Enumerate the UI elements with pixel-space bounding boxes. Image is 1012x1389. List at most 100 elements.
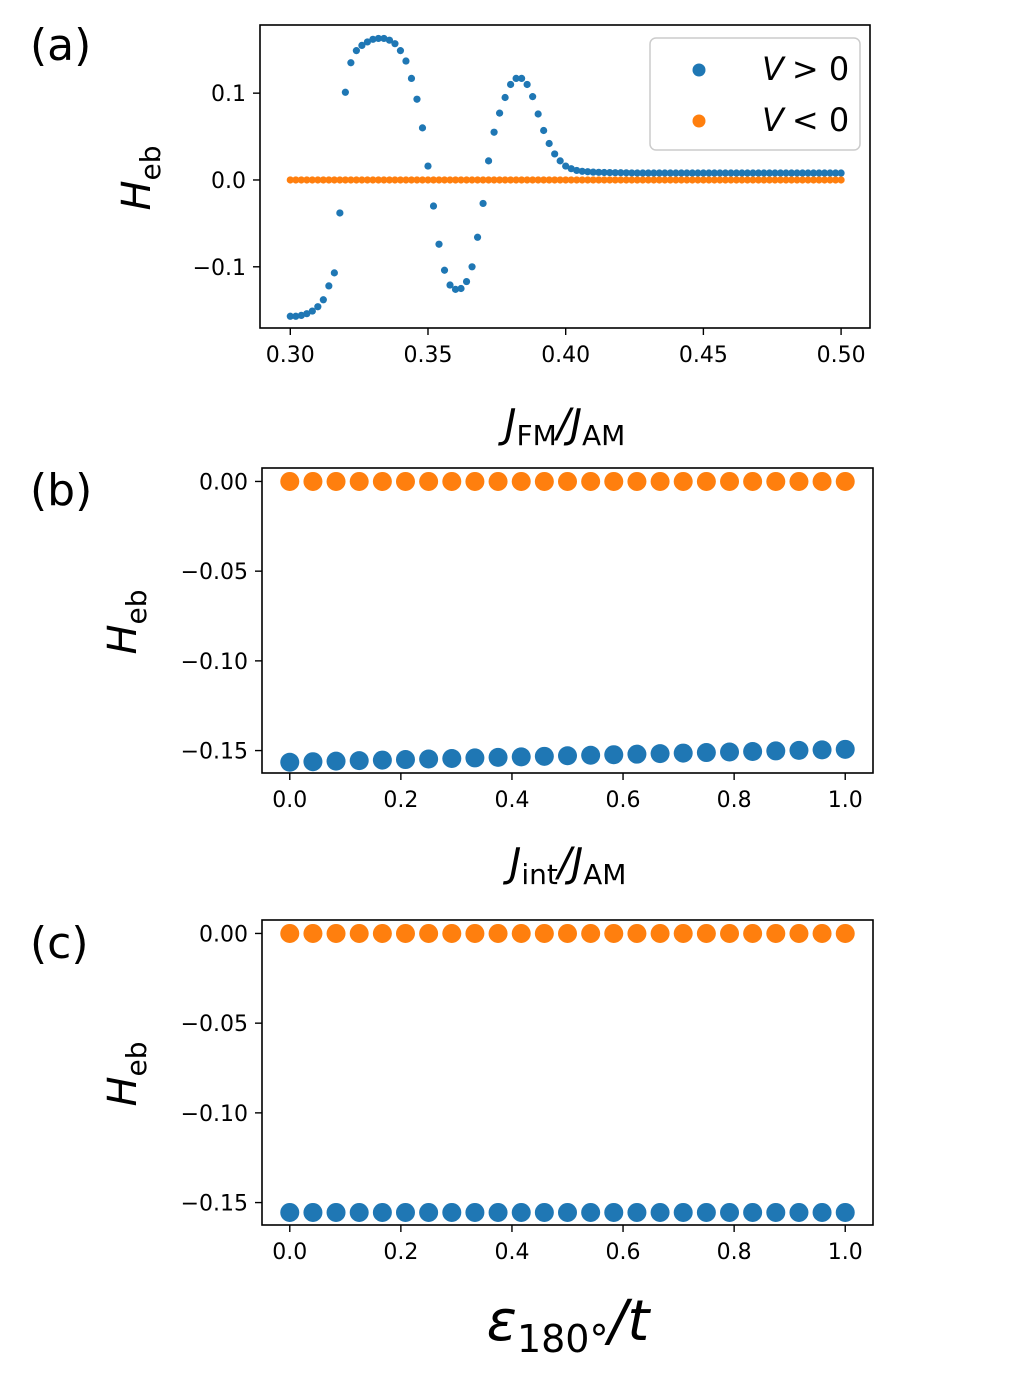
panel-b-point-v-neg — [326, 471, 346, 491]
panel-a-point-v-pos — [595, 168, 603, 176]
panel-a-point-v-neg — [721, 176, 730, 184]
panel-a-point-v-neg — [699, 176, 707, 184]
panel-c-xtick-label: 1.0 — [828, 1240, 863, 1265]
legend: V > 0 V < 0 — [649, 37, 861, 151]
panel-a-point-v-pos — [556, 157, 564, 165]
panel-a-point-v-pos — [385, 36, 394, 44]
panel-a-point-v-pos — [518, 74, 526, 82]
panel-a-point-v-pos — [809, 169, 818, 177]
panel-a-point-v-pos — [330, 269, 338, 277]
panel-a-point-v-neg — [677, 176, 685, 184]
panel-a-point-v-pos — [694, 169, 702, 177]
panel-a-point-v-neg — [705, 176, 713, 184]
panel-a-point-v-neg — [330, 176, 338, 184]
panel-a-point-v-pos — [617, 169, 625, 177]
panel-c-point-v-pos — [326, 1202, 346, 1222]
panel-b-xtick-label: 1.0 — [828, 788, 863, 813]
panel-c-point-v-pos — [743, 1202, 763, 1222]
panel-b-ticks: 0.0 0.2 0.4 0.6 0.8 1.0 0.00 −0.05 −0.10 −0.15 — [181, 470, 863, 813]
panel-a-point-v-neg — [347, 176, 355, 184]
panel-a-point-v-pos — [325, 282, 333, 290]
panel-a-ytick-label: 0.0 — [211, 169, 246, 194]
panel-c-xlabel: ε180°/t — [487, 1289, 652, 1361]
panel-a-point-v-pos — [347, 59, 355, 67]
panel-a-point-v-neg — [578, 176, 586, 184]
panel-c-point-v-neg — [696, 923, 716, 943]
panel-a-point-v-neg — [633, 176, 641, 184]
panel-c-point-v-pos — [511, 1202, 531, 1222]
panel-a-point-v-pos — [738, 169, 746, 177]
panel-b-point-v-pos — [720, 742, 740, 762]
panel-b-point-v-pos — [488, 747, 508, 767]
panel-a-point-v-neg — [385, 176, 394, 184]
panel-a-point-v-neg — [424, 176, 432, 184]
panel-a-point-v-pos — [672, 169, 680, 177]
panel-a-point-v-neg — [402, 176, 410, 184]
panel-b-point-v-pos — [743, 741, 763, 761]
panel-a-xlabel: JFM/JAM — [498, 401, 626, 452]
panel-b-label: (b) — [30, 465, 92, 516]
panel-a-point-v-neg — [573, 176, 581, 184]
panel-a-point-v-pos — [529, 93, 537, 101]
panel-a-point-v-neg — [518, 176, 526, 184]
panel-a-point-v-neg — [374, 176, 383, 184]
panel-a-point-v-pos — [567, 165, 575, 173]
panel-b-point-v-neg — [442, 471, 462, 491]
panel-a-point-v-pos — [573, 166, 581, 175]
panel-c-point-v-neg — [581, 923, 601, 943]
panel-a-point-v-neg — [363, 176, 372, 184]
panel-a-point-v-neg — [413, 176, 421, 184]
panel-a-point-v-neg — [782, 176, 790, 184]
panel-a-point-v-pos — [551, 150, 559, 158]
panel-b-point-v-pos — [812, 740, 832, 760]
panel-a-point-v-pos — [661, 169, 669, 177]
panel-a-point-v-pos — [297, 311, 305, 320]
panel-b-point-v-pos — [766, 741, 786, 761]
panel-a-point-v-pos — [644, 169, 652, 177]
panel-a-point-v-neg — [308, 176, 316, 184]
panel-a-point-v-pos — [380, 34, 388, 43]
panel-a-point-v-pos — [545, 139, 553, 148]
panel-a-point-v-pos — [754, 169, 763, 177]
panel-a-point-v-pos — [793, 169, 801, 177]
panel-a-point-v-neg — [314, 176, 322, 184]
panel-a-point-v-pos — [837, 169, 845, 177]
panel-c-point-v-pos — [581, 1202, 601, 1222]
panel-a-point-v-neg — [743, 176, 752, 184]
panel-b-point-v-neg — [395, 471, 415, 491]
panel-b-point-v-pos — [835, 739, 855, 759]
panel-a-point-v-neg — [765, 176, 774, 184]
panel-a-point-v-neg — [501, 176, 509, 184]
panel-a-point-v-neg — [831, 176, 840, 184]
panel-a-point-v-neg — [512, 176, 520, 184]
panel-a-point-v-pos — [303, 310, 311, 318]
panel-c-xtick-label: 0.6 — [606, 1240, 641, 1265]
panel-c-point-v-pos — [395, 1202, 415, 1222]
panel-a-point-v-neg — [622, 176, 630, 184]
panel-a-point-v-pos — [705, 169, 713, 177]
panel-a-point-v-neg — [655, 176, 663, 184]
panel-a-point-v-neg — [319, 176, 327, 184]
panel-a-point-v-neg — [303, 176, 311, 184]
panel-a-point-v-neg — [473, 176, 482, 184]
panel-a-point-v-pos — [457, 284, 465, 293]
panel-a-point-v-pos — [462, 277, 471, 286]
panel-a-point-v-neg — [292, 176, 300, 184]
panel-b-frame — [261, 467, 874, 774]
panel-c-point-v-neg — [511, 923, 531, 943]
legend-label-pos: V > 0 — [762, 50, 849, 88]
panel-b-point-v-pos — [558, 746, 577, 766]
panel-a-point-v-neg — [479, 176, 487, 184]
panel-c-point-v-neg — [812, 923, 832, 943]
panel-c-xtick-label: 0.0 — [272, 1240, 307, 1265]
panel-c-xtick-label: 0.4 — [494, 1240, 529, 1265]
panel-a-point-v-neg — [611, 176, 619, 184]
panel-a-point-v-pos — [308, 307, 316, 315]
panel-c-point-v-pos — [720, 1202, 740, 1222]
panel-a-point-v-pos — [440, 266, 449, 274]
panel-a-label: (a) — [30, 20, 91, 71]
panel-b-point-v-neg — [419, 471, 439, 491]
panel-a-point-v-neg — [391, 176, 399, 184]
panel-c: (c) 0.0 0.2 0.4 0.6 0.8 1.0 0.00 −0.05 −0.10 −0.1… — [30, 918, 874, 1361]
panel-a-point-v-neg — [666, 176, 674, 184]
